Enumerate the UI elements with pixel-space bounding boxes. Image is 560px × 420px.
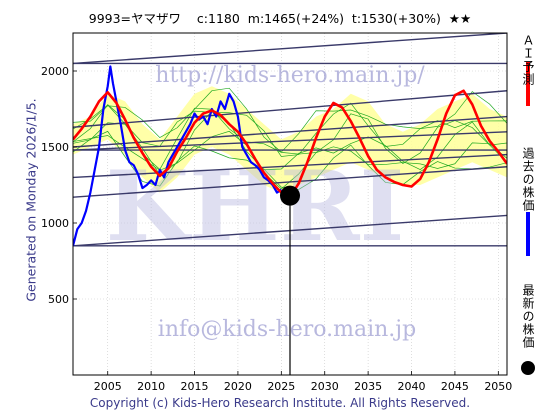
x-axis-ticks: 2005 2010 2015 2020 2025 2030 2035 2040 2045 2050 — [94, 371, 512, 393]
legend-past-price-label: 過去の株価 — [521, 147, 535, 212]
x-tick-label: 2005 — [94, 380, 122, 393]
x-tick-label: 2040 — [398, 380, 426, 393]
x-tick-label: 2015 — [181, 380, 209, 393]
watermarks: http://kids-hero.main.jp/ KHRI info@kids… — [106, 63, 426, 342]
trend-line — [73, 90, 507, 128]
x-tick-label: 2030 — [311, 380, 339, 393]
forecast-band-area — [73, 86, 507, 193]
x-tick-label: 2010 — [137, 380, 165, 393]
legend-ai-forecast-label: ＡＩ予測 — [521, 34, 535, 86]
y-tick-label: 1500 — [41, 141, 69, 154]
copyright-footer: Copyright (c) Kids-Hero Research Institu… — [89, 396, 471, 410]
plot-frame — [72, 32, 508, 376]
forecast-band-line — [73, 87, 507, 153]
legend-latest-price-label: 最新の株価 — [521, 284, 535, 349]
trend-line — [73, 166, 507, 198]
chart-title: 9993=ヤマザワ c:1180 m:1465(+24%) t:1530(+30… — [88, 11, 472, 26]
y-tick-label: 500 — [48, 293, 69, 306]
trend-line — [73, 131, 507, 151]
trend-line — [73, 33, 507, 65]
trend-lines — [73, 33, 507, 247]
trend-line — [73, 153, 507, 179]
past-price-line — [73, 65, 282, 247]
y-tick-label: 2000 — [41, 65, 69, 78]
y-axis-ticks: 500 1000 1500 2000 — [41, 65, 77, 306]
trend-line — [73, 115, 507, 148]
legend-latest-price-marker — [521, 361, 535, 375]
watermark-email: info@kids-hero.main.jp — [158, 317, 416, 342]
x-tick-label: 2050 — [484, 380, 512, 393]
y-tick-label: 1000 — [41, 217, 69, 230]
latest-price-marker — [280, 185, 300, 206]
x-tick-label: 2020 — [224, 380, 252, 393]
watermark-logo: KHRI — [106, 150, 405, 263]
x-tick-label: 2035 — [354, 380, 382, 393]
x-tick-label: 2045 — [441, 380, 469, 393]
x-tick-label: 2025 — [267, 380, 295, 393]
watermark-url: http://kids-hero.main.jp/ — [155, 63, 425, 88]
